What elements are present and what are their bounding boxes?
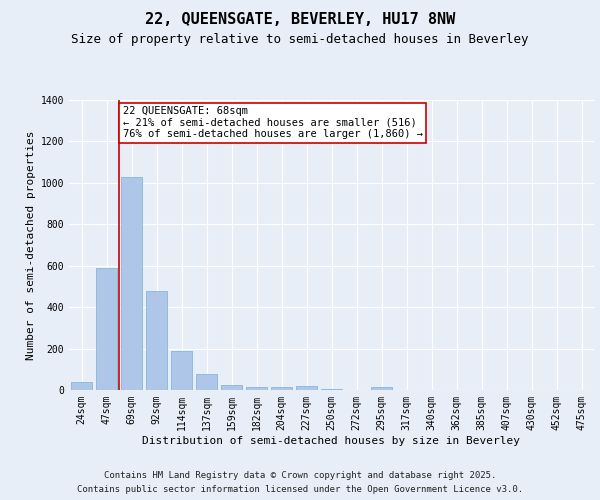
Text: Contains HM Land Registry data © Crown copyright and database right 2025.: Contains HM Land Registry data © Crown c… — [104, 472, 496, 480]
Bar — [221, 385, 242, 390]
Bar — [321, 389, 342, 390]
Bar — [196, 374, 217, 390]
Bar — [371, 387, 392, 390]
Text: Size of property relative to semi-detached houses in Beverley: Size of property relative to semi-detach… — [71, 32, 529, 46]
Bar — [121, 176, 142, 390]
Bar — [71, 382, 92, 390]
Y-axis label: Number of semi-detached properties: Number of semi-detached properties — [26, 130, 37, 360]
X-axis label: Distribution of semi-detached houses by size in Beverley: Distribution of semi-detached houses by … — [143, 436, 521, 446]
Bar — [171, 350, 192, 390]
Bar — [271, 387, 292, 390]
Text: 22 QUEENSGATE: 68sqm
← 21% of semi-detached houses are smaller (516)
76% of semi: 22 QUEENSGATE: 68sqm ← 21% of semi-detac… — [123, 106, 423, 140]
Bar — [146, 290, 167, 390]
Bar — [96, 268, 117, 390]
Text: 22, QUEENSGATE, BEVERLEY, HU17 8NW: 22, QUEENSGATE, BEVERLEY, HU17 8NW — [145, 12, 455, 28]
Text: Contains public sector information licensed under the Open Government Licence v3: Contains public sector information licen… — [77, 486, 523, 494]
Bar — [296, 386, 317, 390]
Bar — [246, 387, 267, 390]
